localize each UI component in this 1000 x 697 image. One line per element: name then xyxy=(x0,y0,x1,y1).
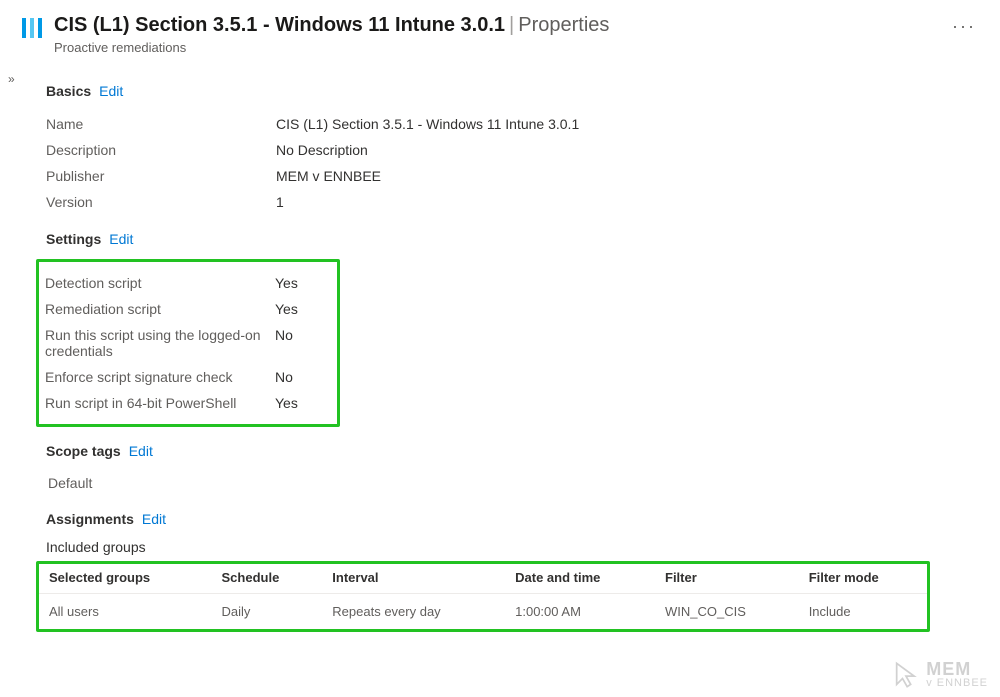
included-groups-label: Included groups xyxy=(46,539,980,555)
basics-edit-link[interactable]: Edit xyxy=(99,83,123,99)
kv-value: No Description xyxy=(276,142,368,158)
kv-key: Description xyxy=(46,142,276,158)
basics-section-header: Basics Edit xyxy=(46,83,980,99)
kv-key: Name xyxy=(46,116,276,132)
kv-value: Yes xyxy=(275,301,298,317)
settings-highlight-box: Detection scriptYesRemediation scriptYes… xyxy=(36,259,340,427)
kv-row: Enforce script signature checkNo xyxy=(45,364,331,390)
page-subtitle: Proactive remediations xyxy=(54,40,948,55)
assignments-table: Selected groupsScheduleIntervalDate and … xyxy=(39,564,927,623)
kv-row: Run script in 64-bit PowerShellYes xyxy=(45,390,331,416)
more-actions-button[interactable]: ··· xyxy=(948,12,980,41)
cursor-icon xyxy=(892,661,920,689)
kv-key: Enforce script signature check xyxy=(45,369,275,385)
kv-value: Yes xyxy=(275,395,298,411)
scope-label: Scope tags xyxy=(46,443,121,459)
table-column-header[interactable]: Interval xyxy=(322,564,505,594)
table-cell: Daily xyxy=(212,594,323,624)
kv-value: No xyxy=(275,327,293,359)
watermark-line2: v ENNBEE xyxy=(926,678,988,689)
table-cell: 1:00:00 AM xyxy=(505,594,655,624)
table-cell: WIN_CO_CIS xyxy=(655,594,799,624)
kv-key: Detection script xyxy=(45,275,275,291)
scope-edit-link[interactable]: Edit xyxy=(129,443,153,459)
table-cell: Include xyxy=(799,594,927,624)
kv-key: Remediation script xyxy=(45,301,275,317)
table-column-header[interactable]: Filter xyxy=(655,564,799,594)
kv-row: NameCIS (L1) Section 3.5.1 - Windows 11 … xyxy=(46,111,980,137)
watermark: MEM v ENNBEE xyxy=(892,660,988,689)
expand-chevron-icon[interactable]: » xyxy=(8,72,15,86)
kv-key: Run this script using the logged-on cred… xyxy=(45,327,275,359)
basics-list: NameCIS (L1) Section 3.5.1 - Windows 11 … xyxy=(46,111,980,215)
basics-label: Basics xyxy=(46,83,91,99)
kv-value: MEM v ENNBEE xyxy=(276,168,381,184)
watermark-line1: MEM xyxy=(926,660,988,678)
title-main: CIS (L1) Section 3.5.1 - Windows 11 Intu… xyxy=(54,14,505,36)
kv-row: PublisherMEM v ENNBEE xyxy=(46,163,980,189)
kv-value: 1 xyxy=(276,194,284,210)
table-column-header[interactable]: Selected groups xyxy=(39,564,212,594)
kv-key: Run script in 64-bit PowerShell xyxy=(45,395,275,411)
kv-value: CIS (L1) Section 3.5.1 - Windows 11 Intu… xyxy=(276,116,579,132)
assignments-section-header: Assignments Edit xyxy=(46,511,980,527)
table-row[interactable]: All usersDailyRepeats every day1:00:00 A… xyxy=(39,594,927,624)
table-cell: Repeats every day xyxy=(322,594,505,624)
table-header-row: Selected groupsScheduleIntervalDate and … xyxy=(39,564,927,594)
kv-row: Detection scriptYes xyxy=(45,270,331,296)
kv-row: Version1 xyxy=(46,189,980,215)
settings-section-header: Settings Edit xyxy=(46,231,980,247)
assignments-label: Assignments xyxy=(46,511,134,527)
kv-key: Version xyxy=(46,194,276,210)
table-column-header[interactable]: Filter mode xyxy=(799,564,927,594)
kv-row: Remediation scriptYes xyxy=(45,296,331,322)
remediation-icon xyxy=(20,16,44,40)
settings-list: Detection scriptYesRemediation scriptYes… xyxy=(45,270,331,416)
page-title: CIS (L1) Section 3.5.1 - Windows 11 Intu… xyxy=(54,12,948,38)
kv-value: No xyxy=(275,369,293,385)
table-column-header[interactable]: Schedule xyxy=(212,564,323,594)
assignments-edit-link[interactable]: Edit xyxy=(142,511,166,527)
kv-row: DescriptionNo Description xyxy=(46,137,980,163)
assignments-highlight-box: Selected groupsScheduleIntervalDate and … xyxy=(36,561,930,632)
kv-row: Run this script using the logged-on cred… xyxy=(45,322,331,364)
content-area: Basics Edit NameCIS (L1) Section 3.5.1 -… xyxy=(0,59,1000,652)
page-header: CIS (L1) Section 3.5.1 - Windows 11 Intu… xyxy=(0,0,1000,59)
table-cell: All users xyxy=(39,594,212,624)
settings-edit-link[interactable]: Edit xyxy=(109,231,133,247)
settings-label: Settings xyxy=(46,231,101,247)
kv-key: Publisher xyxy=(46,168,276,184)
scope-section-header: Scope tags Edit xyxy=(46,443,980,459)
table-column-header[interactable]: Date and time xyxy=(505,564,655,594)
title-sub: Properties xyxy=(518,14,609,36)
kv-value: Yes xyxy=(275,275,298,291)
scope-value: Default xyxy=(46,471,980,495)
